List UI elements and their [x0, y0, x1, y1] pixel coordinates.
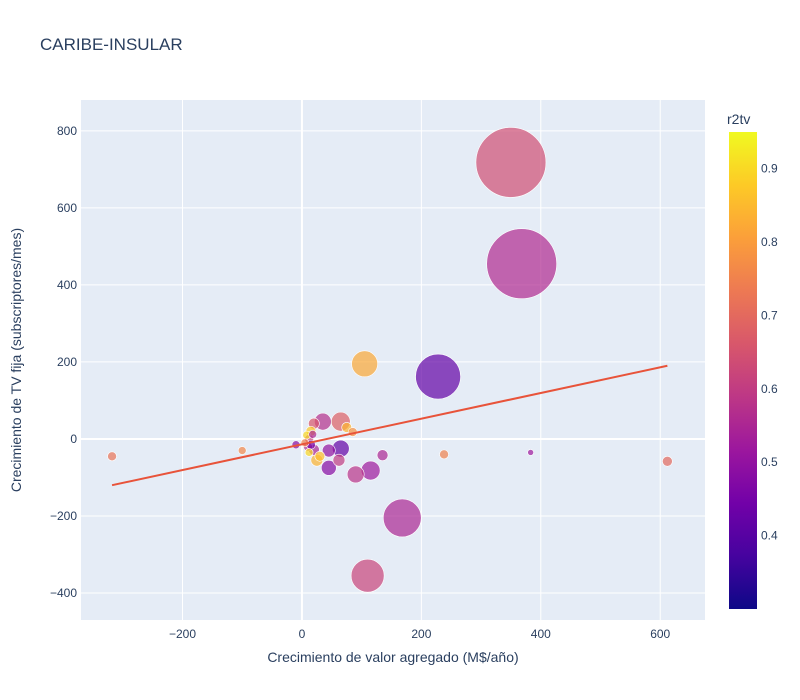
scatter-point — [662, 456, 673, 467]
scatter-point — [415, 353, 461, 400]
scatter-point — [314, 450, 326, 462]
x-axis-label: Crecimiento de valor agregado (M$/año) — [267, 649, 518, 665]
chart-title: CARIBE-INSULAR — [40, 35, 183, 54]
y-tick-label: 0 — [70, 432, 77, 446]
x-tick-label: 200 — [411, 627, 431, 641]
scatter-markers — [107, 127, 673, 593]
scatter-point — [332, 453, 346, 467]
y-tick-label: 400 — [57, 278, 77, 292]
scatter-point — [486, 228, 557, 300]
plot-area — [81, 100, 705, 620]
y-axis-label: Crecimiento de TV fija (subscriptores/me… — [8, 228, 24, 492]
scatter-point — [322, 443, 336, 458]
y-tick-label: −200 — [50, 509, 77, 523]
scatter-point — [376, 449, 389, 461]
y-tick-label: 600 — [57, 201, 77, 215]
colorbar-title: r2tv — [727, 111, 750, 127]
colorbar-tick-label: 0.6 — [761, 382, 778, 396]
scatter-point — [382, 498, 422, 538]
trendline — [111, 364, 668, 487]
y-tick-label: 800 — [57, 124, 77, 138]
colorbar — [729, 132, 757, 609]
x-tick-label: 0 — [299, 627, 306, 641]
colorbar-tick-label: 0.7 — [761, 308, 778, 322]
scatter-point — [321, 460, 337, 476]
colorbar-tick-label: 0.4 — [761, 529, 778, 543]
scatter-point — [350, 558, 385, 593]
grid-lines — [81, 100, 705, 620]
y-tick-label: 200 — [57, 355, 77, 369]
colorbar-tick-label: 0.5 — [761, 455, 778, 469]
scatter-point — [527, 449, 534, 456]
scatter-point — [237, 446, 247, 455]
colorbar-tick-label: 0.8 — [761, 235, 778, 249]
colorbar-ticks: 0.4 0.5 0.6 0.7 0.8 0.9 — [761, 162, 778, 543]
y-axis-ticks: −400 −200 0 200 400 600 800 — [50, 124, 77, 600]
x-tick-label: −200 — [169, 627, 196, 641]
scatter-point — [346, 465, 365, 484]
scatter-point — [351, 350, 378, 378]
x-tick-label: 600 — [650, 627, 670, 641]
colorbar-tick-label: 0.9 — [761, 162, 778, 176]
x-tick-label: 400 — [531, 627, 551, 641]
scatter-point — [308, 430, 317, 439]
scatter-point — [304, 448, 314, 457]
y-tick-label: −400 — [50, 586, 77, 600]
scatter-point — [439, 449, 449, 460]
scatter-point — [107, 451, 117, 462]
scatter-point — [475, 127, 547, 198]
x-axis-ticks: −200 0 200 400 600 — [169, 627, 671, 641]
